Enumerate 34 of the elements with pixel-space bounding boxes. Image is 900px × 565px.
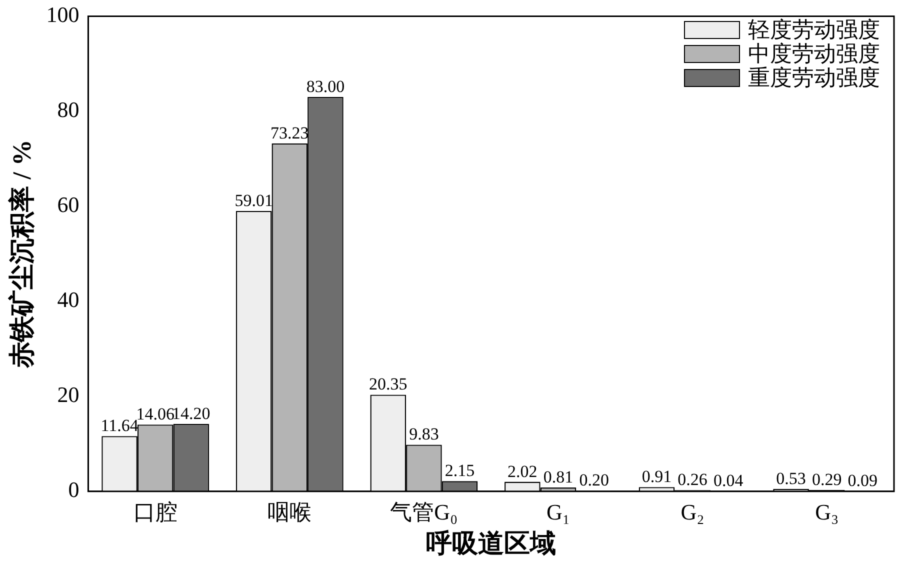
legend-label: 轻度劳动强度: [748, 17, 880, 42]
x-tick-label: 咽喉: [268, 499, 312, 524]
x-tick-label: G₂: [680, 499, 704, 524]
data-label: 9.83: [409, 424, 439, 444]
data-label: 14.06: [136, 404, 174, 424]
x-tick-label: G₁: [546, 499, 570, 524]
data-label: 0.09: [848, 470, 878, 490]
legend-label: 重度劳动强度: [748, 65, 880, 90]
data-label: 20.35: [369, 374, 408, 394]
y-tick-label: 40: [57, 287, 80, 312]
data-label: 0.26: [678, 470, 708, 490]
data-label: 0.29: [812, 470, 842, 489]
data-label: 11.64: [100, 416, 139, 436]
data-label: 2.02: [508, 462, 538, 481]
data-label: 83.00: [306, 76, 345, 96]
data-label: 0.53: [776, 468, 806, 488]
x-tick-label: 气管G₀: [390, 499, 458, 524]
y-axis-title: 赤铁矿尘沉积率 / %: [7, 140, 36, 369]
y-tick-label: 100: [46, 2, 80, 27]
x-axis-title: 呼吸道区域: [426, 529, 556, 558]
x-tick-label: G₃: [815, 499, 839, 524]
data-label: 14.20: [172, 404, 210, 423]
y-tick-label: 80: [57, 97, 80, 122]
data-label: 2.15: [444, 461, 475, 480]
legend-label: 中度劳动强度: [748, 41, 880, 66]
data-label: 0.81: [543, 468, 574, 487]
data-label: 59.01: [234, 190, 273, 210]
y-tick-label: 0: [68, 477, 80, 502]
data-label: 0.91: [642, 467, 672, 486]
x-tick-label: 口腔: [133, 499, 178, 524]
y-tick-label: 20: [57, 382, 80, 408]
y-tick-label: 60: [57, 192, 80, 218]
data-label: 0.04: [713, 471, 744, 490]
data-label: 0.20: [579, 470, 609, 490]
